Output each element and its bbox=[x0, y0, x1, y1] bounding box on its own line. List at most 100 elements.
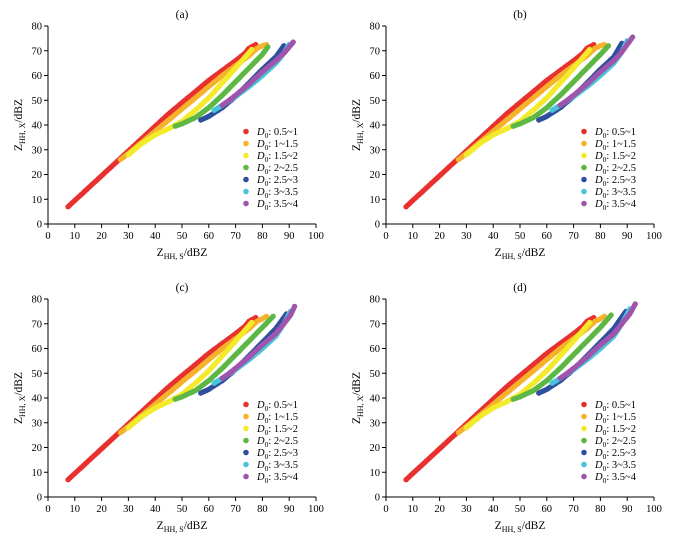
x-tick-label: 0 bbox=[45, 231, 50, 242]
legend-entry: D0: 0.5~1 bbox=[594, 400, 636, 413]
legend-entry: D0: 0.5~1 bbox=[256, 400, 298, 413]
y-tick-label: 80 bbox=[370, 22, 381, 33]
y-tick-label: 20 bbox=[32, 443, 43, 454]
y-tick-label: 60 bbox=[32, 71, 43, 82]
y-tick-label: 0 bbox=[37, 493, 42, 504]
x-tick-label: 0 bbox=[45, 504, 50, 515]
y-tick-label: 80 bbox=[32, 295, 43, 306]
x-tick-label: 20 bbox=[434, 504, 445, 515]
legend-marker bbox=[581, 152, 587, 159]
series-4 bbox=[510, 43, 612, 129]
y-tick-label: 0 bbox=[375, 220, 380, 231]
y-tick-label: 20 bbox=[370, 170, 381, 181]
legend-marker bbox=[581, 176, 587, 183]
x-tick-label: 90 bbox=[622, 231, 633, 242]
panel-label: (c) bbox=[176, 282, 189, 294]
x-tick-label: 50 bbox=[177, 231, 188, 242]
y-tick-label: 60 bbox=[32, 344, 43, 355]
data-point bbox=[608, 312, 614, 318]
legend-entry: D0: 1.5~2 bbox=[256, 424, 298, 437]
legend-marker bbox=[243, 449, 249, 456]
series-1 bbox=[403, 41, 597, 210]
data-point bbox=[290, 39, 296, 45]
legend-entry: D0: 2~2.5 bbox=[594, 436, 636, 449]
chart-panel-d: (d) 0 10 20 30 40 50 60 70 80 90 100 0 10 20 30 40 50 60 70… bbox=[351, 282, 662, 534]
legend: D0: 0.5~1D0: 1~1.5D0: 1.5~2D0: 2~2.5D0: … bbox=[581, 400, 637, 485]
y-tick-label: 0 bbox=[37, 220, 42, 231]
y-tick-label: 30 bbox=[370, 145, 381, 156]
legend-entry: D0: 1~1.5 bbox=[594, 412, 636, 425]
y-tick-label: 0 bbox=[375, 493, 380, 504]
series-7 bbox=[219, 39, 296, 108]
x-tick-label: 60 bbox=[204, 504, 215, 515]
legend-entry: D0: 1.5~2 bbox=[594, 424, 636, 437]
x-tick-label: 80 bbox=[257, 504, 268, 515]
y-axis-label: ZHH, X/dBZ bbox=[13, 372, 27, 424]
x-tick-label: 0 bbox=[383, 504, 388, 515]
x-tick-label: 30 bbox=[461, 231, 472, 242]
legend-entry: D0: 1.5~2 bbox=[256, 151, 298, 164]
data-point bbox=[605, 43, 612, 49]
x-tick-label: 40 bbox=[150, 231, 161, 242]
x-tick-label: 50 bbox=[177, 504, 188, 515]
x-tick-label: 60 bbox=[542, 231, 553, 242]
x-tick-label: 40 bbox=[488, 231, 499, 242]
chart-panel-c: (c) 0 10 20 30 40 50 60 70 80 90 100 0 10 20 30 40 50 60 70… bbox=[13, 282, 324, 534]
data-point bbox=[265, 44, 271, 50]
x-tick-label: 30 bbox=[123, 504, 134, 515]
legend-marker bbox=[581, 461, 587, 468]
series-1 bbox=[403, 314, 597, 483]
y-tick-label: 10 bbox=[32, 195, 43, 206]
legend-entry: D0: 3~3.5 bbox=[594, 460, 636, 473]
legend-marker bbox=[581, 128, 587, 135]
legend-marker bbox=[581, 413, 587, 420]
y-tick-label: 60 bbox=[370, 344, 381, 355]
x-tick-label: 80 bbox=[595, 231, 606, 242]
x-tick-label: 10 bbox=[408, 231, 419, 242]
legend-marker bbox=[243, 425, 249, 432]
data-point bbox=[587, 46, 593, 53]
legend-marker bbox=[243, 128, 249, 135]
x-tick-label: 0 bbox=[383, 231, 388, 242]
x-tick-label: 80 bbox=[595, 504, 606, 515]
legend-entry: D0: 3~3.5 bbox=[594, 187, 636, 200]
legend-entry: D0: 1~1.5 bbox=[256, 139, 298, 152]
x-tick-label: 100 bbox=[308, 231, 324, 242]
legend-marker bbox=[581, 449, 587, 456]
y-tick-label: 70 bbox=[32, 46, 43, 57]
x-tick-label: 70 bbox=[230, 231, 241, 242]
legend-marker bbox=[243, 413, 249, 420]
series-7 bbox=[219, 303, 298, 381]
x-tick-label: 10 bbox=[408, 504, 419, 515]
legend-entry: D0: 3.5~4 bbox=[594, 199, 637, 212]
series-3 bbox=[463, 46, 593, 158]
legend-entry: D0: 3.5~4 bbox=[256, 472, 299, 485]
x-tick-label: 40 bbox=[150, 504, 161, 515]
legend-marker bbox=[581, 401, 587, 408]
data-point bbox=[249, 46, 255, 53]
legend-entry: D0: 2.5~3 bbox=[594, 448, 636, 461]
x-tick-label: 100 bbox=[646, 231, 662, 242]
y-tick-label: 20 bbox=[32, 170, 43, 181]
series-2 bbox=[117, 313, 270, 436]
series-4 bbox=[510, 312, 614, 402]
legend-marker bbox=[243, 437, 249, 444]
legend-entry: D0: 2.5~3 bbox=[256, 175, 298, 188]
legend-entry: D0: 2~2.5 bbox=[256, 163, 298, 176]
x-tick-label: 40 bbox=[488, 504, 499, 515]
x-tick-label: 10 bbox=[70, 231, 81, 242]
y-tick-label: 40 bbox=[32, 394, 43, 405]
legend-entry: D0: 2~2.5 bbox=[256, 436, 298, 449]
data-point bbox=[629, 34, 636, 40]
legend-entry: D0: 1~1.5 bbox=[256, 412, 298, 425]
legend-marker bbox=[243, 140, 249, 147]
y-tick-label: 30 bbox=[370, 418, 381, 429]
legend-entry: D0: 3.5~4 bbox=[256, 199, 299, 212]
legend-marker bbox=[243, 188, 249, 195]
legend-entry: D0: 3.5~4 bbox=[594, 472, 637, 485]
data-point bbox=[291, 303, 298, 310]
legend-marker bbox=[243, 200, 249, 207]
data-point bbox=[632, 301, 638, 307]
legend-marker bbox=[243, 461, 249, 468]
